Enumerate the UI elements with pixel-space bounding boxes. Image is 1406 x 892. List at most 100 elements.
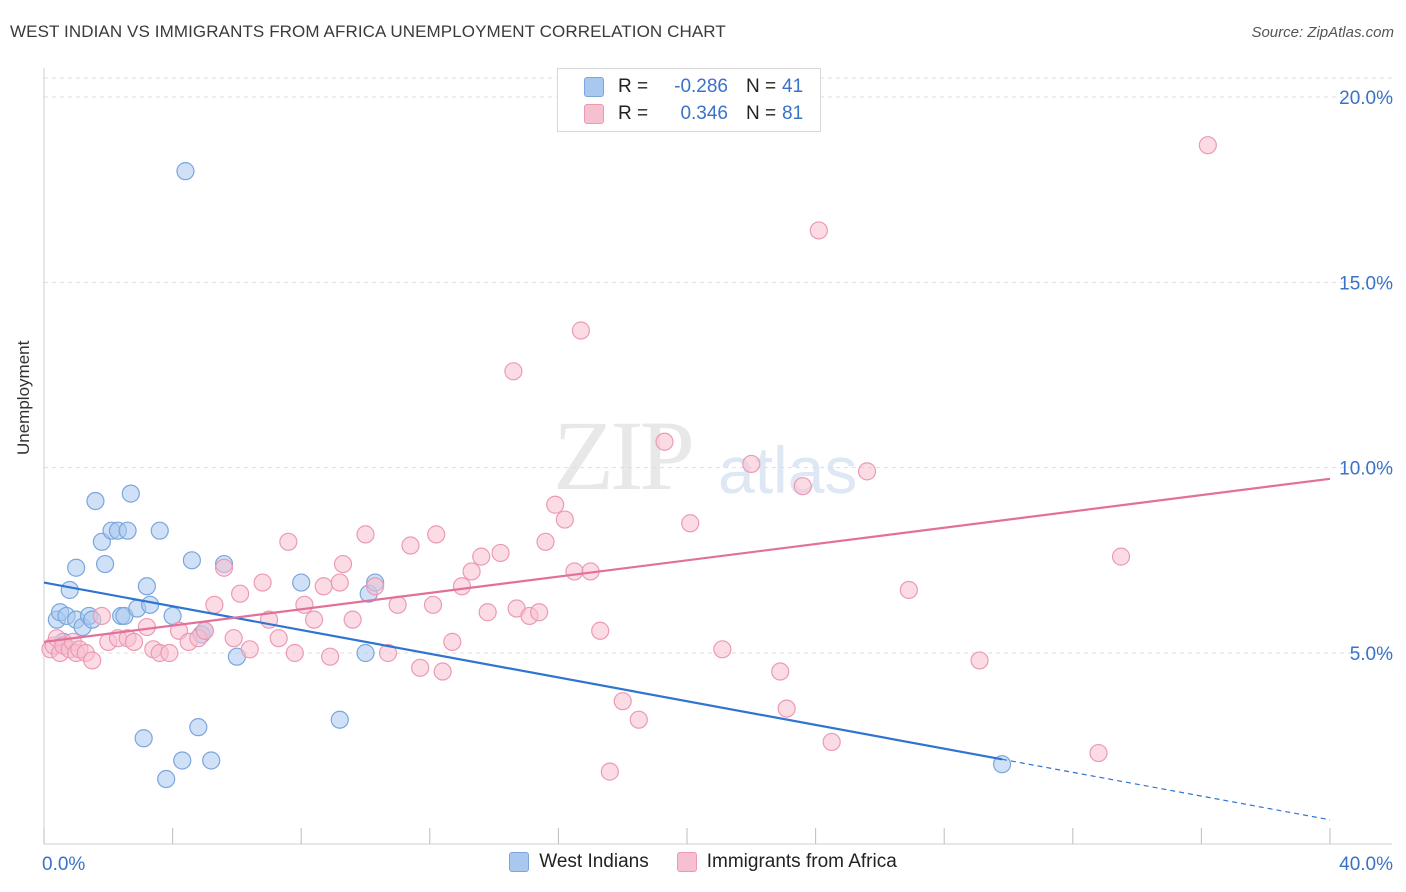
chart-title: WEST INDIAN VS IMMIGRANTS FROM AFRICA UN… [10, 22, 726, 41]
data-point [742, 454, 761, 474]
data-point [150, 521, 169, 540]
immigrants-from-africa-trendline [43, 477, 1331, 643]
data-point [356, 643, 375, 663]
data-point [443, 632, 462, 651]
n-value: 81 [782, 103, 804, 124]
r-label: R = [618, 103, 649, 124]
legend-row-immigrants-from-africa: R = 0.346 N = 81 [584, 101, 803, 127]
legend-label: West Indians [539, 851, 649, 872]
data-point [214, 558, 234, 577]
data-point [292, 573, 311, 592]
tick-labels: 5.0% 10.0% 15.0% 20.0% 0.0% 40.0% [42, 88, 1393, 875]
data-point [157, 769, 176, 789]
blue-swatch-icon [584, 77, 604, 97]
data-point [330, 710, 349, 729]
data-point [279, 532, 298, 551]
data-point [176, 162, 195, 181]
data-point [713, 640, 732, 659]
data-point [195, 621, 214, 640]
grid-lines [44, 77, 1392, 654]
data-point [60, 580, 79, 600]
data-point [118, 521, 137, 540]
data-point [591, 621, 610, 640]
data-point [343, 610, 362, 629]
legend-row-west-indians: R = -0.286 N = 41 [584, 74, 803, 100]
axes [43, 68, 1392, 845]
watermark-zip: ZIP [553, 400, 695, 511]
r-label: R = [618, 76, 649, 97]
data-point [530, 603, 549, 622]
trendlines [43, 477, 1331, 821]
data-point [124, 632, 144, 651]
data-point [472, 547, 491, 566]
source-label: Source: ZipAtlas.com [1251, 24, 1394, 41]
data-point [378, 643, 398, 663]
data-point [189, 718, 208, 737]
data-point [356, 525, 375, 544]
data-point [314, 577, 333, 596]
data-point [793, 477, 812, 496]
data-point [366, 577, 385, 596]
data-point [600, 762, 619, 781]
data-point [1089, 743, 1108, 763]
data-point [613, 692, 632, 711]
data-point [285, 643, 304, 663]
data-point [491, 543, 510, 563]
y-axis-label: Unemployment [14, 340, 33, 455]
y-tick-label: 5.0% [1350, 644, 1393, 665]
y-tick-label: 15.0% [1339, 273, 1393, 294]
data-point [411, 658, 430, 677]
n-label: N = [746, 76, 777, 97]
r-value: -0.286 [674, 76, 728, 97]
data-point [95, 554, 115, 574]
west-indians-trendline-extension [1001, 758, 1331, 821]
legend-item-west-indians: West Indians [509, 851, 649, 873]
blue-swatch-icon [509, 852, 530, 872]
data-point [333, 554, 353, 574]
data-point [86, 491, 105, 511]
data-point [134, 729, 153, 748]
correlation-legend: R = -0.286 N = 41 R = 0.346 N = 81 [557, 68, 821, 132]
data-point [269, 629, 288, 648]
data-point [304, 610, 324, 629]
data-point [555, 510, 574, 529]
data-point [137, 577, 156, 596]
data-point [433, 662, 452, 681]
r-value: 0.346 [680, 103, 728, 124]
data-point [231, 584, 250, 603]
series-legend: West Indians Immigrants from Africa [0, 851, 1406, 873]
data-point [571, 321, 591, 340]
y-tick-label: 20.0% [1339, 88, 1393, 109]
data-point [857, 462, 877, 481]
data-point [224, 629, 243, 648]
data-point [92, 606, 111, 626]
data-point [504, 362, 523, 381]
x-tick-label: 40.0% [1339, 854, 1393, 875]
data-point [121, 484, 140, 503]
data-point [970, 651, 989, 670]
data-point [452, 577, 472, 596]
data-point [546, 495, 565, 514]
data-point [771, 662, 790, 681]
data-point [205, 595, 224, 614]
data-point [681, 514, 700, 533]
data-point [240, 640, 259, 659]
data-point [173, 751, 192, 770]
data-point [321, 647, 340, 666]
data-point [182, 551, 201, 570]
data-point [899, 580, 918, 600]
n-value: 41 [782, 76, 804, 97]
immigrants-from-africa-points [41, 136, 1217, 781]
data-point [160, 643, 179, 663]
data-point [423, 595, 443, 614]
data-point [427, 525, 446, 544]
data-point [809, 221, 828, 240]
data-point [462, 562, 481, 581]
watermark-atlas: atlas [718, 433, 858, 507]
n-label: N = [746, 103, 777, 124]
data-point [330, 573, 349, 592]
data-point [478, 603, 497, 622]
data-point [822, 732, 841, 752]
data-point [655, 432, 674, 451]
